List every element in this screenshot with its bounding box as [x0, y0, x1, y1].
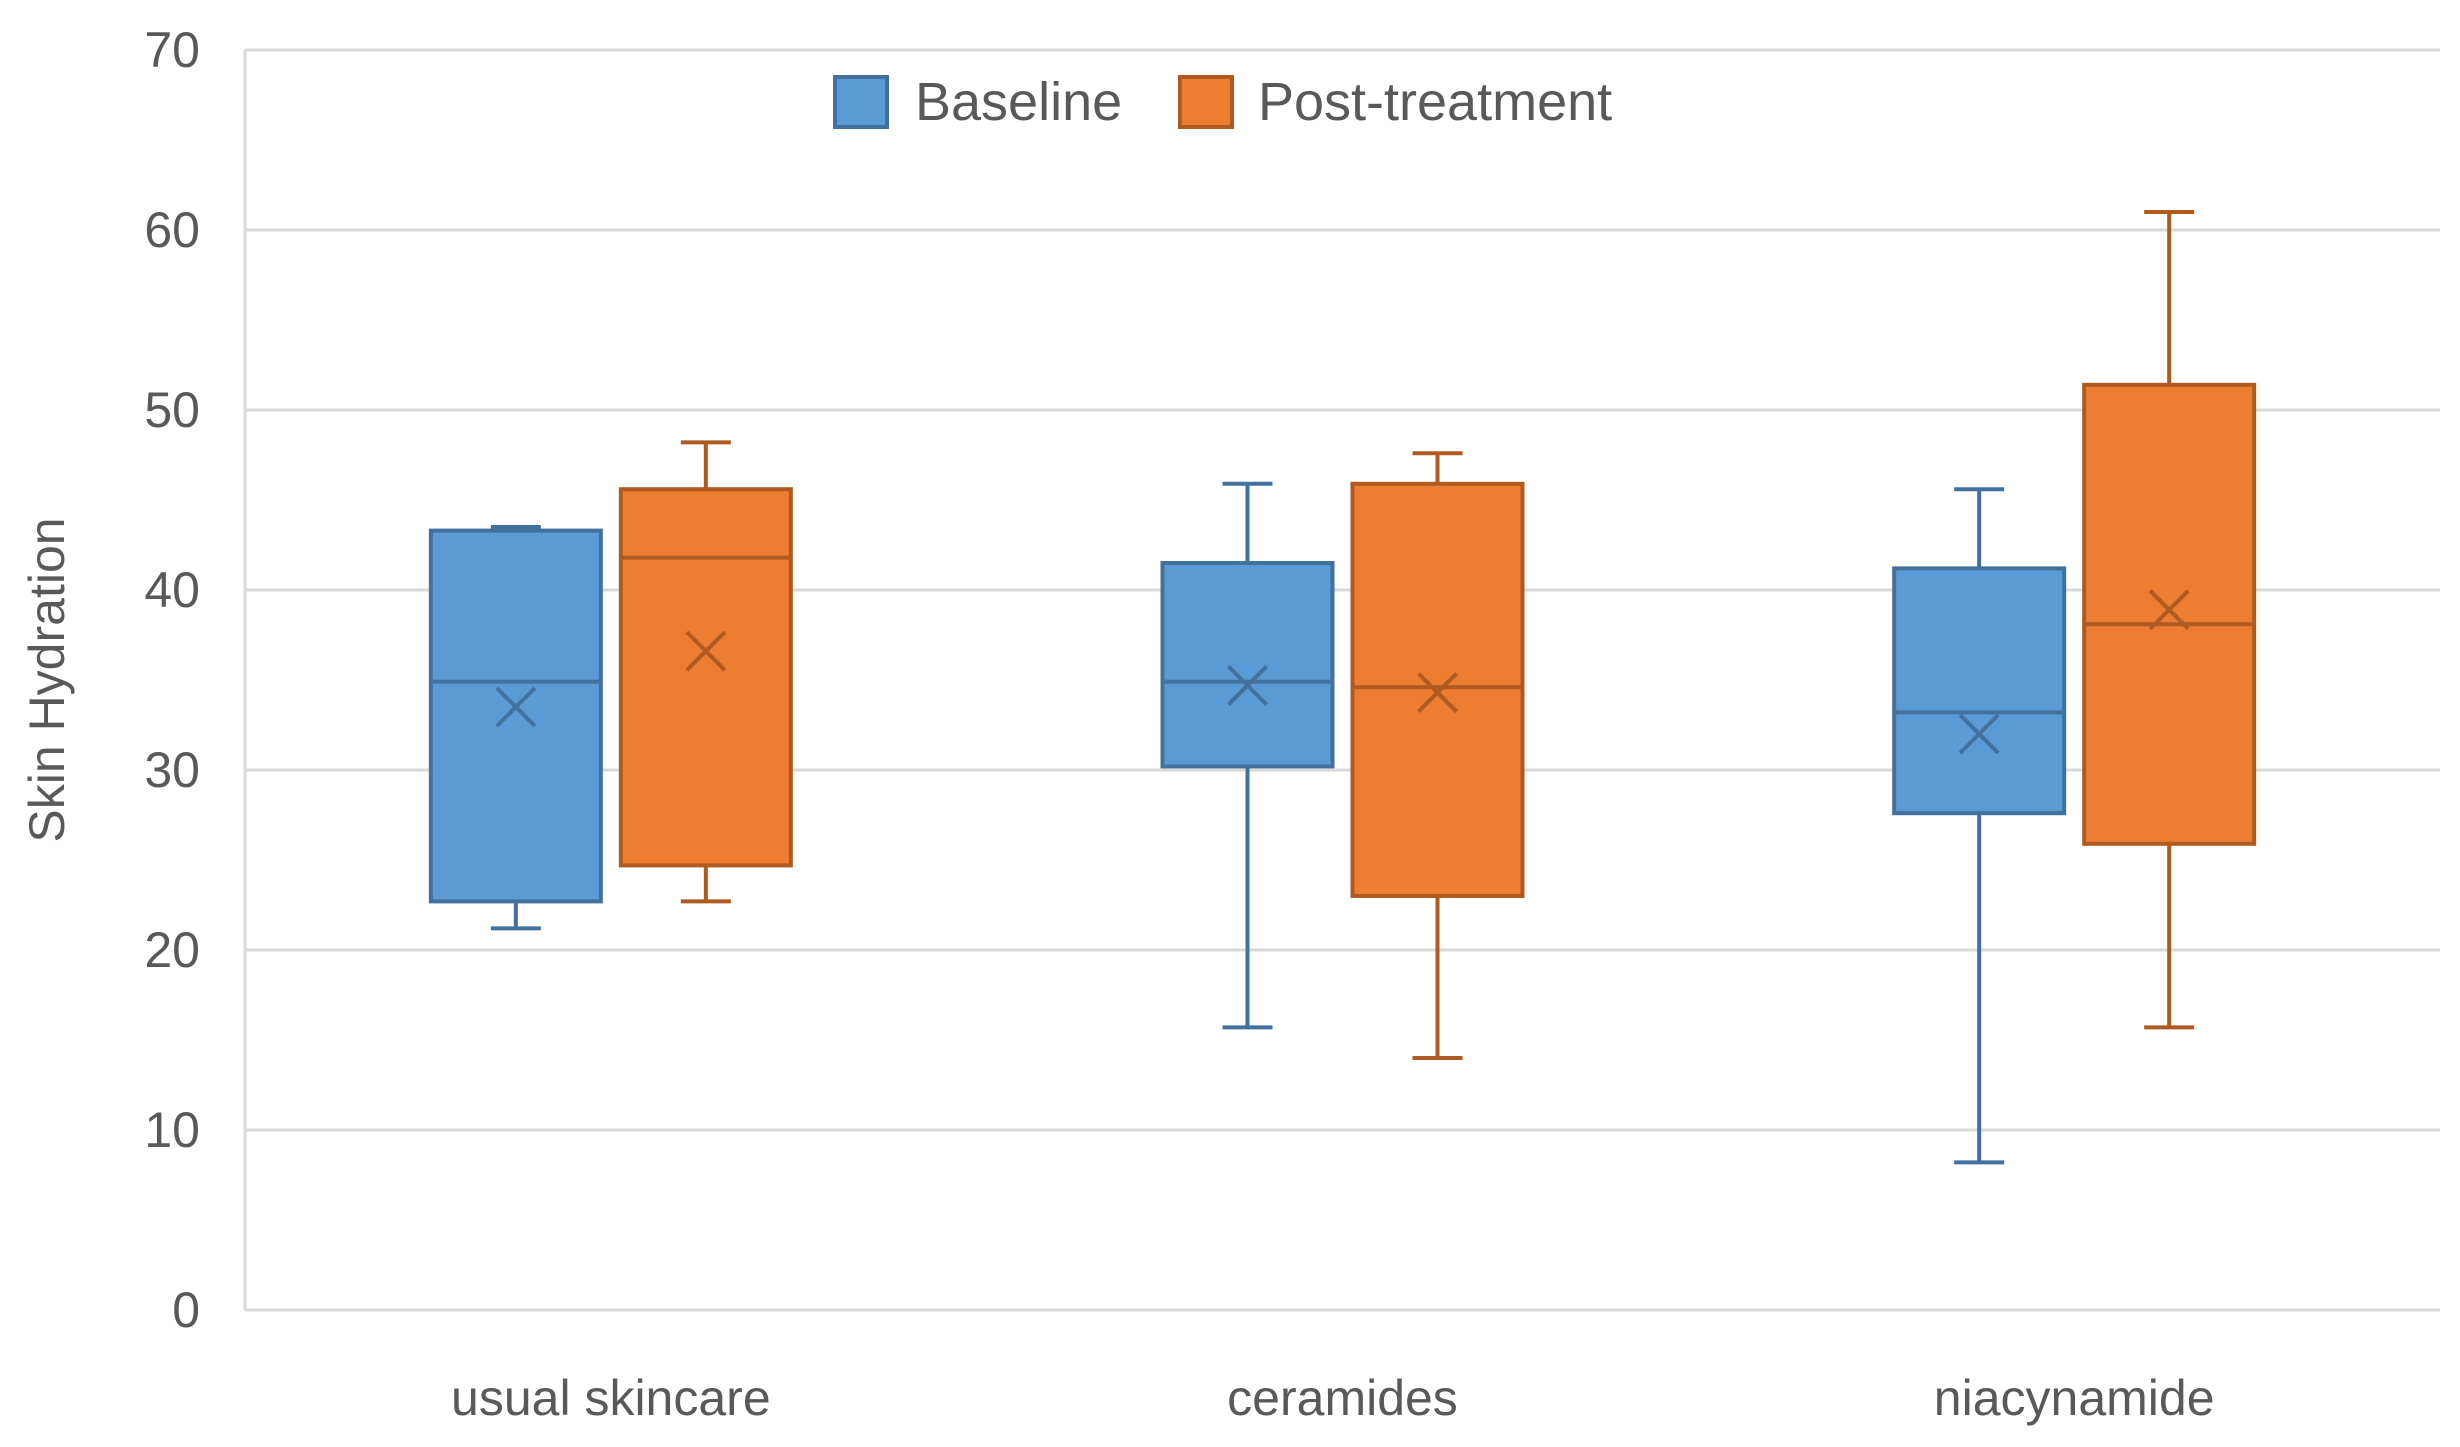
mean-marker-stroke-b: [1958, 713, 2000, 755]
box-post-treatment-ceramides: [1350, 451, 1525, 1060]
legend-swatch-baseline: [833, 75, 889, 129]
mean-marker-post-treatment-usual-skincare: [685, 630, 727, 672]
gridlines: [243, 48, 2440, 1312]
legend: Baseline Post-treatment: [833, 72, 1612, 132]
iqr-box-baseline-niacynamide: [1892, 566, 2067, 816]
iqr-box-baseline-usual-skincare: [428, 528, 603, 904]
box-plot-series: [428, 210, 2257, 1165]
category-label-ceramides: ceramides: [1227, 1370, 1458, 1426]
box-baseline-niacynamide: [1892, 487, 2067, 1165]
mean-marker-stroke-b: [685, 630, 727, 672]
mean-marker-stroke-b: [495, 686, 537, 728]
category-label-niacynamide: niacynamide: [1934, 1370, 2215, 1426]
legend-label-post-treatment: Post-treatment: [1258, 72, 1612, 132]
y-tick-label-60: 60: [144, 202, 200, 258]
iqr-box-post-treatment-usual-skincare: [618, 487, 793, 868]
x-axis-category-labels: usual skincare ceramides niacynamide: [451, 1370, 2214, 1426]
iqr-box-post-treatment-niacynamide: [2082, 382, 2257, 846]
mean-marker-stroke-b: [1417, 672, 1458, 714]
y-tick-label-20: 20: [144, 922, 200, 978]
legend-label-baseline: Baseline: [915, 72, 1122, 132]
iqr-box-baseline-ceramides: [1160, 561, 1335, 769]
mean-marker-baseline-niacynamide: [1958, 713, 2000, 755]
y-axis-tick-labels: 0 10 20 30 40 50 60 70: [144, 22, 200, 1338]
box-post-treatment-niacynamide: [2082, 210, 2257, 1030]
legend-swatch-post-treatment: [1178, 75, 1234, 129]
y-tick-label-0: 0: [172, 1282, 200, 1338]
mean-marker-baseline-ceramides: [1227, 664, 1268, 706]
y-tick-label-10: 10: [144, 1102, 200, 1158]
category-label-usual-skincare: usual skincare: [451, 1370, 771, 1426]
mean-marker-stroke-b: [2148, 589, 2190, 631]
series-post-treatment: [618, 210, 2257, 1060]
y-tick-label-40: 40: [144, 562, 200, 618]
box-baseline-ceramides: [1160, 481, 1335, 1030]
box-baseline-usual-skincare: [428, 525, 603, 931]
y-axis-title: Skin Hydration: [19, 517, 75, 842]
box-post-treatment-usual-skincare: [618, 440, 793, 904]
mean-marker-post-treatment-niacynamide: [2148, 589, 2190, 631]
mean-marker-post-treatment-ceramides: [1417, 672, 1458, 714]
mean-marker-stroke-b: [1227, 664, 1268, 706]
y-tick-label-70: 70: [144, 22, 200, 78]
y-tick-label-50: 50: [144, 382, 200, 438]
series-baseline: [428, 481, 2067, 1165]
y-tick-label-30: 30: [144, 742, 200, 798]
mean-marker-baseline-usual-skincare: [495, 686, 537, 728]
